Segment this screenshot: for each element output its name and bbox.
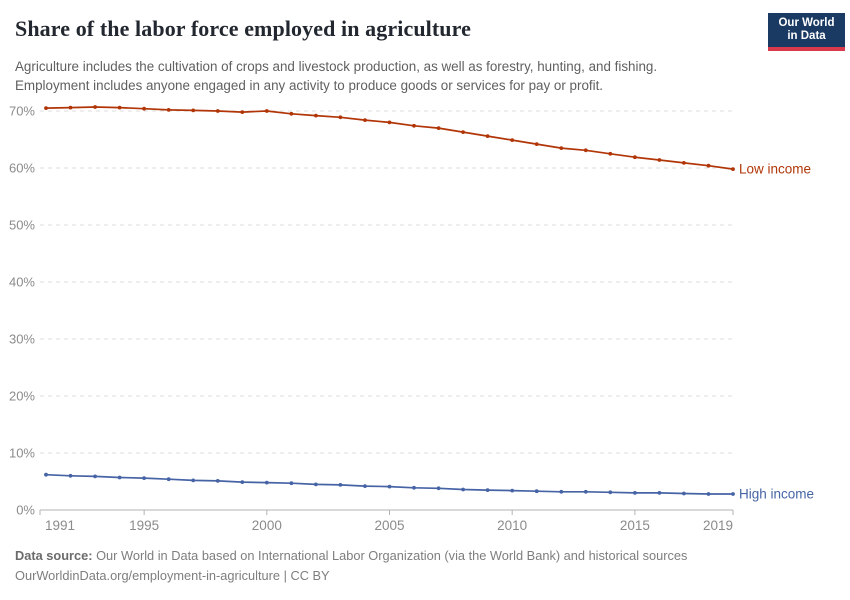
data-point-low-income bbox=[166, 108, 171, 112]
data-point-high-income bbox=[731, 492, 735, 496]
y-tick-label: 30% bbox=[9, 332, 35, 347]
data-point-high-income bbox=[68, 473, 73, 478]
data-point-low-income bbox=[682, 161, 686, 165]
data-point-high-income bbox=[314, 482, 318, 487]
owid-logo-red-bar bbox=[768, 46, 845, 51]
chart-subtitle: Agriculture includes the cultivation of … bbox=[15, 57, 775, 95]
data-point-low-income bbox=[191, 108, 196, 113]
chart-title: Share of the labor force employed in agr… bbox=[15, 16, 471, 41]
data-point-high-income bbox=[363, 484, 367, 488]
series-line-high-income bbox=[45, 473, 734, 495]
y-tick-label: 10% bbox=[9, 446, 35, 461]
data-point-high-income bbox=[264, 480, 269, 485]
data-point-low-income bbox=[338, 115, 343, 120]
y-axis-labels: 0% 10% 20% 30% 40% 50% 60% 70% bbox=[9, 104, 35, 518]
data-point-low-income bbox=[534, 142, 539, 147]
y-tick-label: 50% bbox=[9, 218, 35, 233]
data-point-low-income bbox=[706, 163, 711, 168]
y-tick-label: 70% bbox=[9, 104, 35, 119]
data-point-high-income bbox=[608, 490, 613, 495]
data-source-text: Our World in Data based on International… bbox=[92, 548, 688, 563]
owid-logo: Our World in Data bbox=[768, 13, 845, 51]
data-point-high-income bbox=[559, 489, 564, 494]
data-point-low-income bbox=[731, 167, 735, 172]
data-point-low-income bbox=[117, 105, 122, 110]
y-tick-label: 20% bbox=[9, 389, 35, 404]
data-point-low-income bbox=[583, 148, 588, 153]
data-point-high-income bbox=[240, 480, 245, 484]
x-tick-label: 1991 bbox=[45, 518, 75, 533]
data-point-low-income bbox=[93, 105, 97, 109]
y-gridlines bbox=[40, 110, 733, 454]
data-point-low-income bbox=[461, 130, 465, 135]
data-point-high-income bbox=[436, 486, 441, 491]
data-point-low-income bbox=[485, 134, 490, 139]
data-point-low-income bbox=[436, 126, 441, 130]
x-tick-label: 2000 bbox=[252, 518, 282, 533]
x-tick-label: 2005 bbox=[374, 518, 404, 533]
data-point-high-income bbox=[583, 489, 588, 494]
data-point-low-income bbox=[289, 111, 294, 116]
data-point-high-income bbox=[289, 481, 294, 486]
chart-subtitle-line-1: Agriculture includes the cultivation of … bbox=[15, 59, 658, 74]
chart-subtitle-line-2: Employment includes anyone engaged in an… bbox=[15, 78, 604, 93]
series-high-income: High income bbox=[44, 472, 814, 502]
data-point-high-income bbox=[387, 484, 392, 489]
owid-logo-line2: in Data bbox=[787, 30, 826, 42]
x-axis bbox=[39, 509, 734, 515]
data-point-low-income bbox=[633, 155, 637, 160]
x-tick-label: 2019 bbox=[703, 518, 733, 533]
data-source-line: Data source: Our World in Data based on … bbox=[15, 546, 835, 566]
data-point-high-income bbox=[485, 488, 490, 492]
data-point-low-income bbox=[215, 109, 220, 113]
data-point-low-income bbox=[412, 123, 416, 128]
data-point-low-income bbox=[510, 138, 515, 143]
y-tick-label: 0% bbox=[16, 503, 35, 518]
data-point-high-income bbox=[633, 491, 637, 495]
data-point-low-income bbox=[387, 120, 392, 125]
data-point-high-income bbox=[93, 474, 97, 479]
data-point-high-income bbox=[682, 491, 686, 496]
y-tick-label: 60% bbox=[9, 161, 35, 176]
data-point-high-income bbox=[461, 487, 465, 492]
data-point-high-income bbox=[657, 491, 662, 495]
y-tick-label: 40% bbox=[9, 275, 35, 290]
data-point-low-income bbox=[44, 106, 48, 110]
data-point-low-income bbox=[240, 110, 245, 114]
data-point-low-income bbox=[264, 109, 269, 113]
x-tick-label: 2015 bbox=[620, 518, 650, 533]
data-source-label: Data source: bbox=[15, 548, 93, 563]
data-point-high-income bbox=[510, 488, 515, 493]
data-point-low-income bbox=[657, 158, 662, 162]
data-point-high-income bbox=[412, 485, 416, 490]
x-tick-label: 2010 bbox=[497, 518, 527, 533]
data-point-high-income bbox=[215, 479, 220, 483]
data-point-high-income bbox=[117, 475, 122, 480]
data-point-high-income bbox=[534, 489, 539, 494]
data-point-low-income bbox=[314, 113, 318, 118]
data-point-low-income bbox=[142, 106, 147, 111]
series-end-label-high-income: High income bbox=[739, 487, 814, 502]
series-end-label-low-income: Low income bbox=[739, 162, 811, 177]
x-axis-labels: 1991 1995 2000 2005 2010 2015 2019 bbox=[45, 518, 733, 533]
owid-logo-line1: Our World bbox=[778, 16, 835, 29]
data-point-low-income bbox=[363, 118, 367, 122]
data-point-high-income bbox=[166, 477, 171, 482]
x-tick-label: 1995 bbox=[129, 518, 159, 533]
owid-logo-text: Our World in Data bbox=[768, 13, 845, 47]
data-point-high-income bbox=[44, 472, 48, 477]
chart-footer: Data source: Our World in Data based on … bbox=[15, 546, 835, 586]
data-point-low-income bbox=[608, 151, 613, 156]
series-low-income: Low income bbox=[44, 105, 811, 177]
data-point-low-income bbox=[68, 105, 73, 110]
series-line-low-income bbox=[45, 106, 734, 170]
data-point-high-income bbox=[142, 476, 147, 480]
data-point-high-income bbox=[338, 483, 343, 487]
license-line: OurWorldinData.org/employment-in-agricul… bbox=[15, 568, 330, 583]
data-point-high-income bbox=[706, 492, 711, 496]
data-point-low-income bbox=[559, 146, 564, 151]
data-point-high-income bbox=[191, 478, 196, 483]
